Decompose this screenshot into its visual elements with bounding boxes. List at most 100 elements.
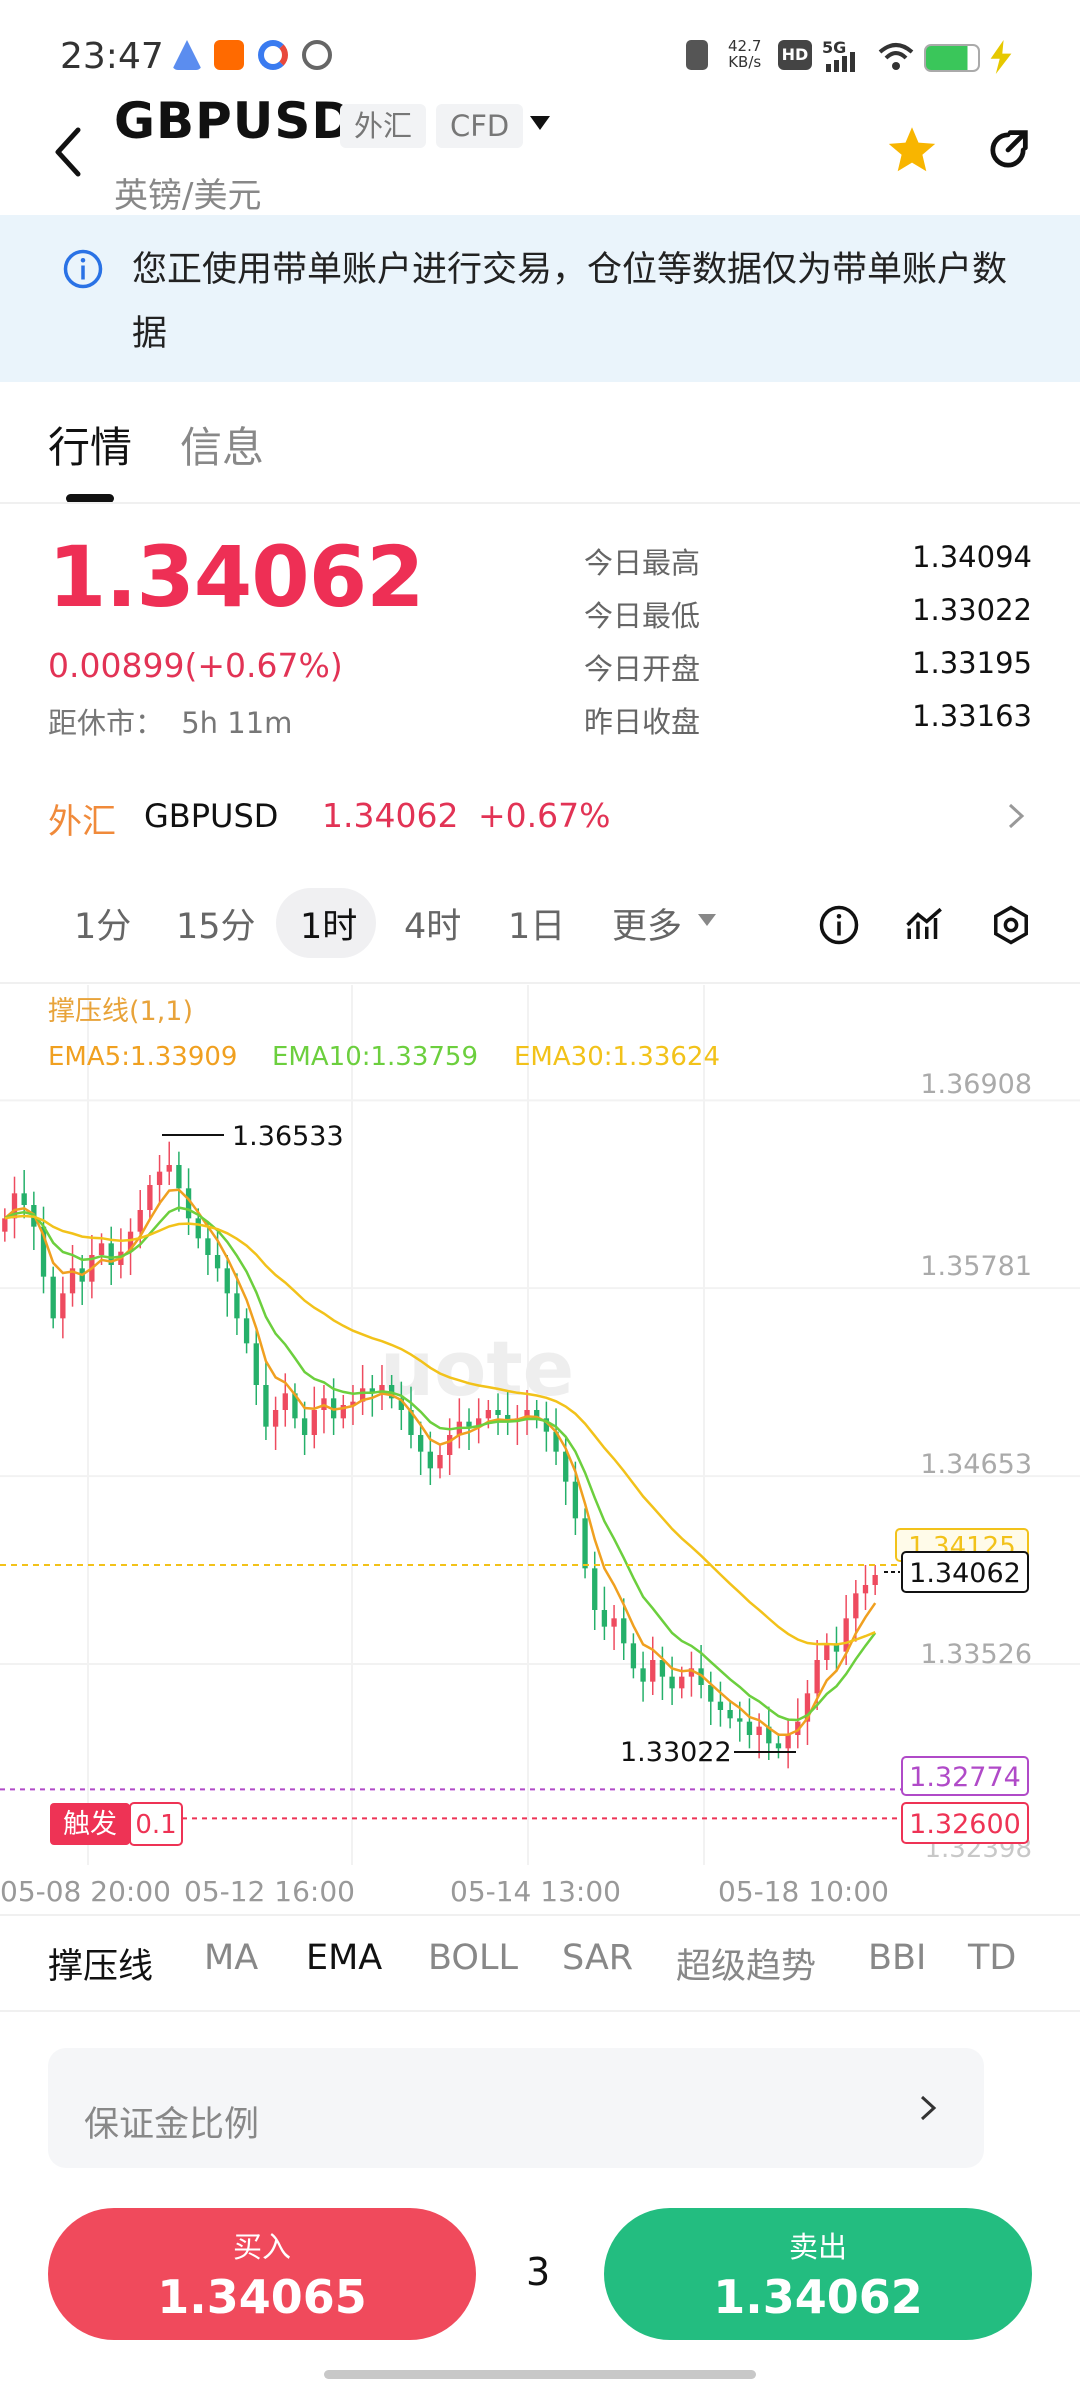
candle-body-20 [195, 1218, 201, 1239]
more-dropdown-icon[interactable] [696, 912, 718, 928]
ema5-label: EMA5:1.33909 [48, 1042, 237, 1072]
candle-body-73 [708, 1685, 714, 1702]
tab-market[interactable]: 行情 [48, 423, 133, 472]
interval-15m[interactable]: 15分 [176, 907, 256, 947]
market-close-countdown: 距休市： 5h 11m [48, 700, 292, 742]
candle-body-2 [21, 1193, 27, 1205]
stat-open-value: 1.33195 [912, 646, 1032, 680]
candle-body-43 [418, 1435, 424, 1452]
candle-body-55 [534, 1410, 540, 1419]
buy-price: 1.34065 [157, 2270, 367, 2324]
interval-1h[interactable]: 1时 [300, 907, 358, 947]
candle-body-54 [524, 1410, 530, 1419]
indicator-bbi[interactable]: BBI [868, 1938, 927, 1978]
chart-grid [0, 985, 1080, 1865]
trigger-order-line[interactable]: 触发 0.1 1.32600 [50, 1802, 1029, 1846]
indicator-ma[interactable]: MA [204, 1938, 259, 1978]
chart-settings-icon[interactable] [990, 904, 1032, 946]
candle-body-38 [369, 1388, 375, 1394]
candle-body-31 [301, 1418, 308, 1435]
link-icon [302, 40, 332, 70]
indicator-settings-icon[interactable] [904, 904, 946, 946]
y-tick-2: 1.34653 [920, 1449, 1032, 1480]
candle-body-69 [669, 1676, 675, 1689]
indicator-sar[interactable]: SAR [562, 1938, 634, 1978]
candle-body-0 [2, 1218, 8, 1232]
candle-body-6 [60, 1293, 66, 1319]
candle-body-28 [272, 1410, 279, 1427]
margin-ratio-card[interactable]: 保证金比例 [48, 2048, 984, 2168]
network-rate-value: 42.7 [728, 37, 762, 55]
market-change: +0.67% [478, 796, 611, 835]
sell-price: 1.34062 [713, 2270, 923, 2324]
candle-body-49 [476, 1418, 482, 1427]
indicator-supertrend[interactable]: 超级趋势 [676, 1947, 817, 1987]
taobao-icon [214, 40, 244, 70]
stat-low-label: 今日最低 [584, 599, 701, 633]
indicator-boll[interactable]: BOLL [428, 1938, 518, 1978]
stat-prev-close-label: 昨日收盘 [584, 705, 701, 739]
candle-body-35 [340, 1405, 346, 1419]
home-indicator[interactable] [324, 2370, 756, 2379]
chart-info-icon[interactable] [818, 904, 860, 946]
candle-body-29 [282, 1393, 288, 1410]
network-rate: 42.7 KB/s [728, 38, 761, 70]
candle-body-90 [872, 1575, 878, 1585]
candle-body-66 [640, 1668, 646, 1682]
interval-active-pill [276, 888, 376, 958]
tab-info[interactable]: 信息 [180, 423, 265, 472]
forex-tag: 外汇 [340, 104, 427, 148]
indicator-td[interactable]: TD [968, 1938, 1017, 1978]
indicators-divider [0, 2010, 1080, 2012]
stat-low-value: 1.33022 [912, 593, 1032, 627]
interval-4h[interactable]: 4时 [404, 907, 462, 947]
candle-body-63 [611, 1618, 617, 1627]
stat-open-label: 今日开盘 [584, 652, 701, 686]
trigger-price-label: 1.32600 [909, 1809, 1021, 1840]
interval-1m[interactable]: 1分 [74, 907, 132, 947]
market-price: 1.34062 [322, 796, 459, 835]
candle-body-56 [543, 1418, 550, 1432]
indicator-ema[interactable]: EMA [306, 1938, 383, 1978]
candle-body-82 [795, 1721, 801, 1735]
share-icon[interactable] [982, 124, 1034, 176]
candle-body-70 [679, 1676, 685, 1689]
candle-body-84 [814, 1660, 820, 1694]
indicator-support-resistance[interactable]: 撑压线 [48, 1947, 154, 1987]
sell-button[interactable]: 卖出 1.34062 [604, 2208, 1032, 2340]
candle-body-61 [592, 1568, 598, 1610]
back-button[interactable] [48, 122, 88, 182]
status-time: 23:47 [60, 36, 164, 77]
candle-body-36 [350, 1401, 356, 1405]
interval-1d[interactable]: 1日 [508, 907, 566, 947]
candle-body-51 [495, 1410, 501, 1415]
price-change: 0.00899(+0.67%) [48, 646, 343, 685]
market-close-value: 5h 11m [181, 706, 293, 740]
candle-body-32 [311, 1410, 317, 1435]
buy-button[interactable]: 买入 1.34065 [48, 2208, 476, 2340]
alert-line-tag[interactable]: 1.32774 [901, 1756, 1029, 1796]
candle-body-62 [601, 1610, 608, 1627]
favorite-star-icon[interactable] [886, 124, 938, 176]
candle-body-83 [804, 1693, 811, 1722]
trading-account-notice [0, 215, 1080, 382]
signal-bars-icon [826, 52, 855, 72]
chart-overlay [0, 1564, 902, 1820]
candle-body-85 [824, 1643, 830, 1660]
current-price-label: 1.34062 [909, 1558, 1021, 1589]
candle-body-15 [147, 1185, 153, 1210]
price-chart[interactable]: uote 撑压线(1,1) EMA5:1.33909 EMA10:1.33759… [0, 985, 1080, 1865]
candle-body-39 [379, 1385, 385, 1394]
candle-body-13 [127, 1231, 134, 1252]
tabs-divider [0, 502, 1080, 504]
interval-more[interactable]: 更多 [612, 907, 683, 947]
app-c-icon [258, 40, 288, 70]
stat-prev-close-value: 1.33163 [912, 699, 1032, 733]
candle-body-86 [833, 1643, 840, 1652]
indicator-title: 撑压线(1,1) [48, 996, 193, 1027]
symbol-dropdown-icon[interactable] [528, 114, 552, 132]
y-tick-3: 1.33526 [920, 1639, 1032, 1670]
candle-body-10 [98, 1243, 105, 1255]
candle-body-80 [775, 1743, 782, 1749]
